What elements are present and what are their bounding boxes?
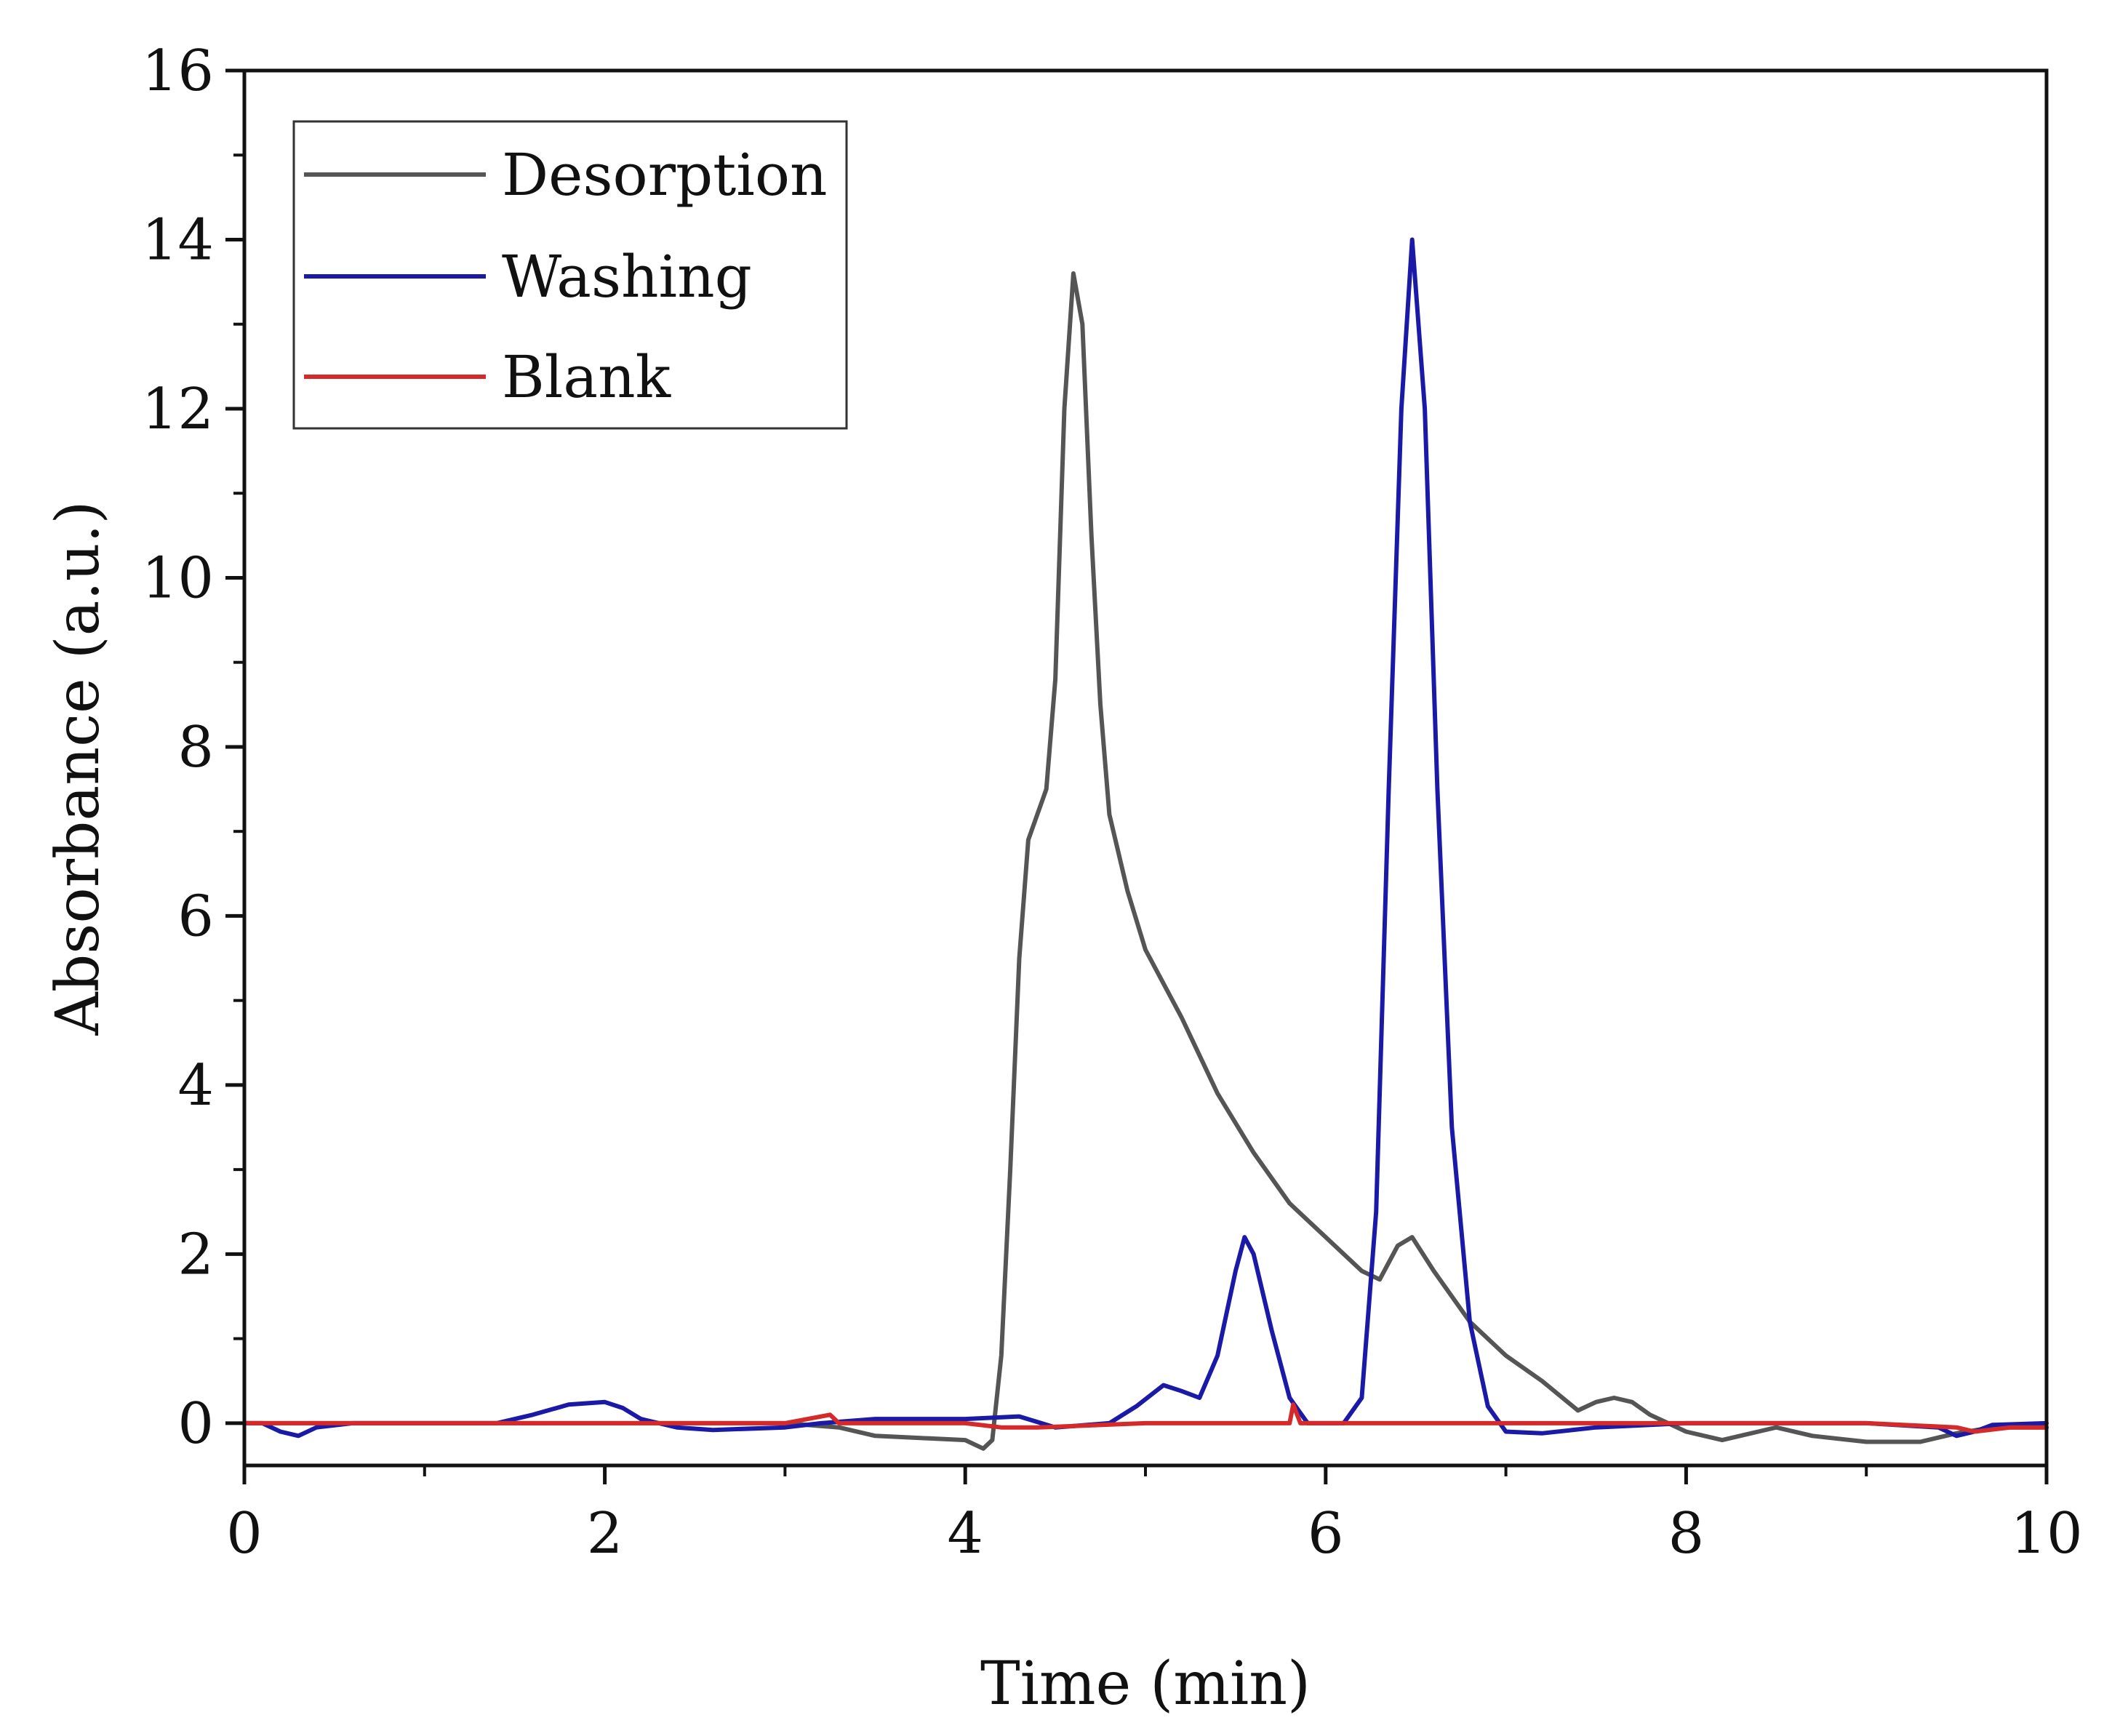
series-line-washing — [242, 237, 2049, 1439]
series-layer — [242, 237, 2049, 1451]
y-tick-label: 10 — [142, 545, 214, 611]
legend-label-washing: Washing — [502, 243, 752, 311]
x-tick-label: 4 — [947, 1501, 983, 1567]
tick-labels-layer: 0 2 4 6 8 10 0 2 4 6 8 10 12 14 16 — [142, 39, 2083, 1567]
x-tick-label: 8 — [1668, 1501, 1705, 1567]
y-tick-label: 2 — [177, 1222, 214, 1287]
y-tick-label: 12 — [142, 377, 214, 442]
y-tick-label: 4 — [177, 1053, 214, 1119]
x-tick-label: 0 — [226, 1501, 263, 1567]
legend-label-desorption: Desorption — [502, 141, 828, 209]
y-tick-label: 8 — [177, 715, 214, 780]
y-tick-label: 16 — [142, 39, 214, 104]
y-tick-label: 6 — [177, 884, 214, 949]
y-tick-label: 14 — [142, 207, 214, 273]
series-line-blank — [242, 1402, 2049, 1434]
series-line-desorption — [242, 271, 2049, 1451]
legend: Desorption Washing Blank — [292, 120, 848, 430]
y-tick-label: 0 — [177, 1391, 214, 1457]
y-axis-title: Absorbance (a.u.) — [44, 501, 113, 1036]
x-tick-label: 6 — [1308, 1501, 1344, 1567]
legend-label-blank: Blank — [502, 343, 672, 411]
x-tick-label: 2 — [587, 1501, 623, 1567]
x-tick-label: 10 — [2010, 1501, 2082, 1567]
x-axis-title: Time (min) — [980, 1649, 1311, 1719]
ticks-layer — [225, 68, 2049, 1484]
